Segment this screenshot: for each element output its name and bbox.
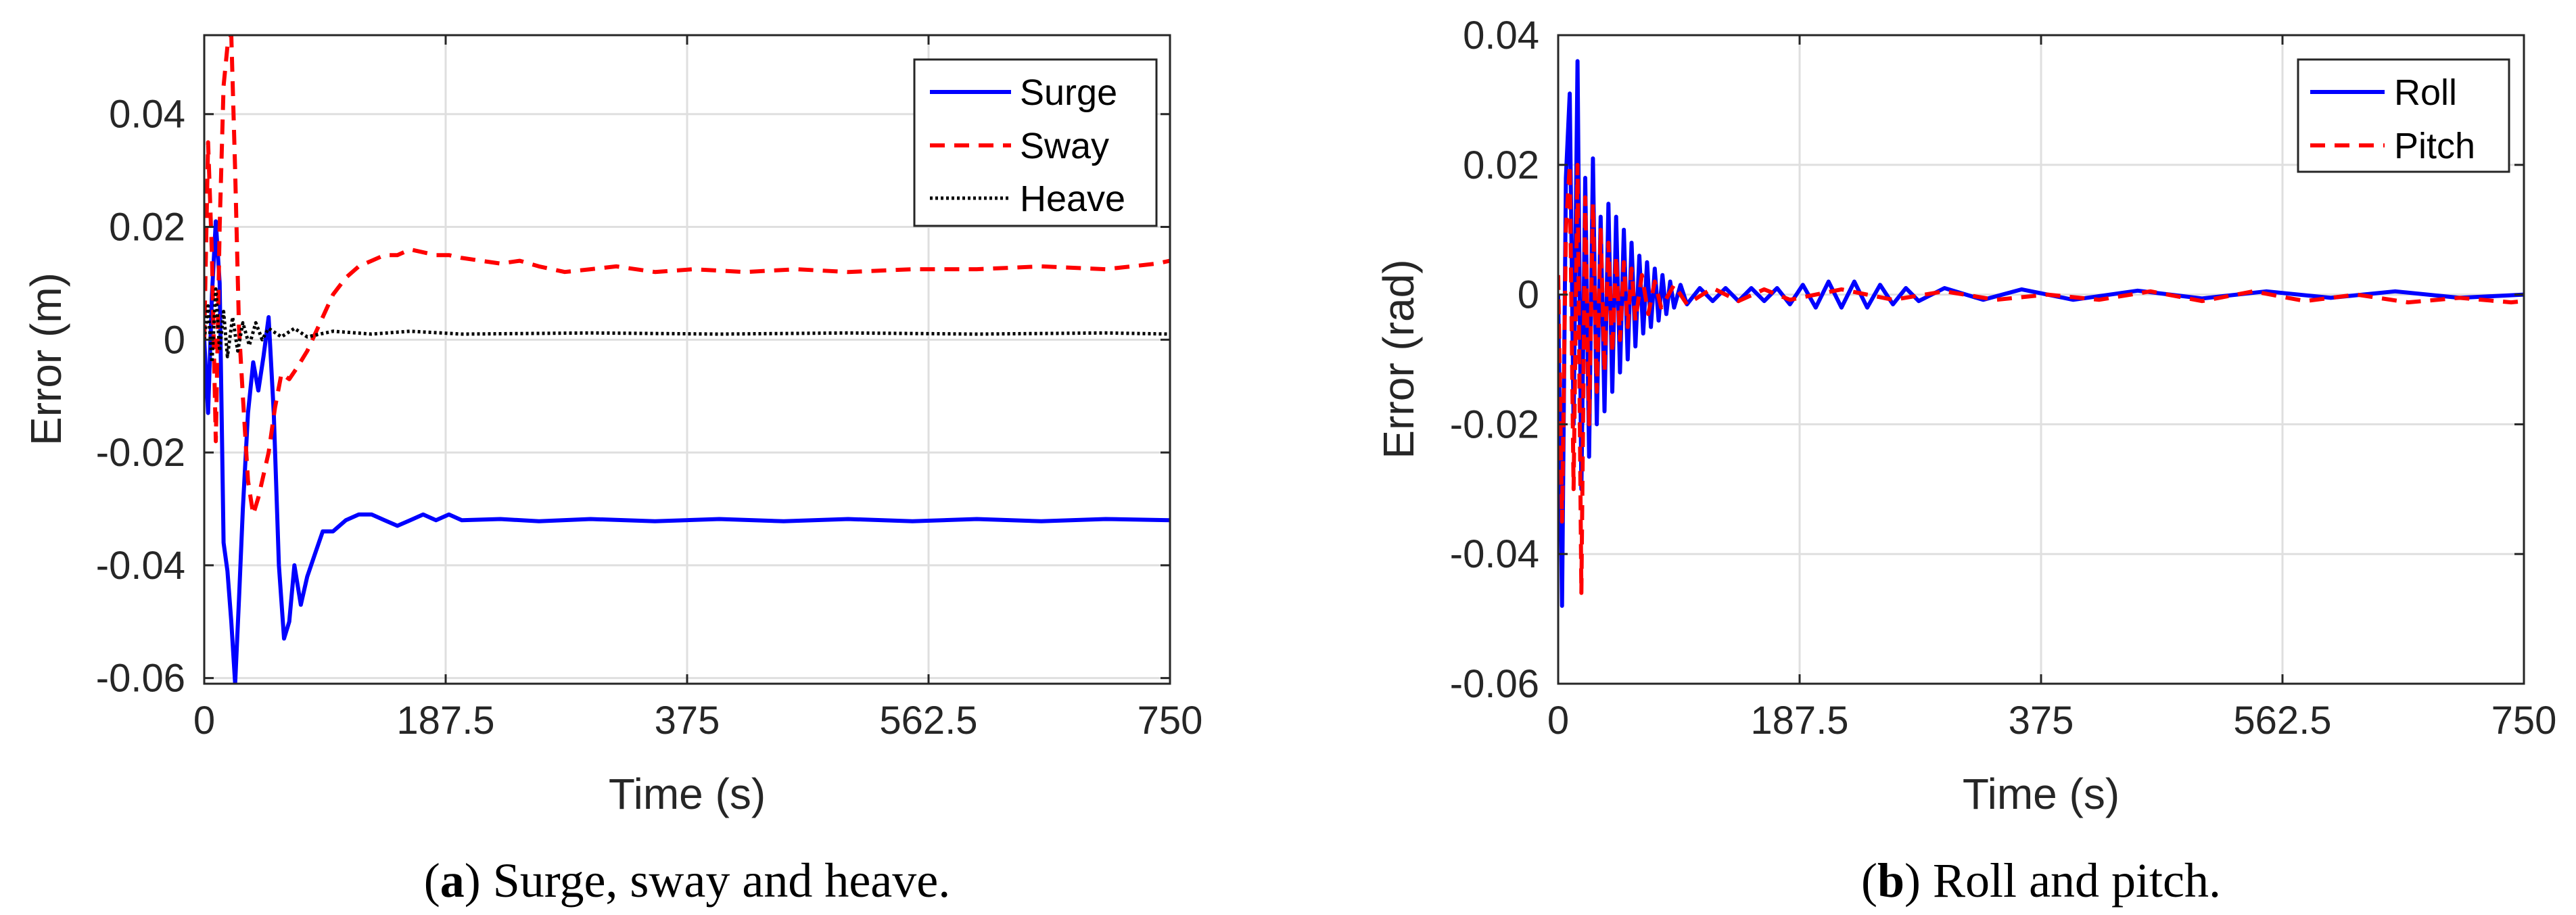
panel-b-x-tick-label-2: 375 bbox=[2009, 699, 2074, 743]
legend-label-pitch: Pitch bbox=[2394, 126, 2475, 166]
panel-a-y-tick-label-1: -0.04 bbox=[96, 544, 185, 588]
panel-a-surge-sway-heave: 0 187.5 375 562.5 750 -0.06 -0.04 -0.02 0 0.02 0.… bbox=[22, 34, 1203, 908]
panel-a-x-tick-label-0: 0 bbox=[193, 699, 215, 743]
panel-b-y-tick-label-3: 0 bbox=[1518, 273, 1539, 317]
panel-b-series-pitch bbox=[1558, 162, 2524, 595]
panel-b-y-tick-label-2: -0.02 bbox=[1450, 402, 1539, 446]
panel-a-y-tick-label-2: -0.02 bbox=[96, 431, 185, 475]
panel-b-x-tick-label-3: 562.5 bbox=[2233, 699, 2331, 743]
panel-a-legend-box bbox=[913, 58, 1158, 227]
panel-b-x-tick-label-1: 187.5 bbox=[1750, 699, 1848, 743]
panel-a-ticks bbox=[203, 35, 1171, 684]
panel-a-x-tick-label-3: 562.5 bbox=[879, 699, 977, 743]
panel-a-series-sway bbox=[204, 35, 1170, 517]
panel-a-x-tick-label-2: 375 bbox=[655, 699, 720, 743]
panel-b-x-tick-labels: 0 187.5 375 562.5 750 bbox=[1547, 699, 2557, 743]
panel-b-caption-text: Roll and pitch. bbox=[1921, 853, 2221, 908]
panel-b-caption: (b) Roll and pitch. bbox=[1861, 853, 2221, 908]
panel-a-series-heave bbox=[204, 287, 1170, 365]
panel-b-series-layer bbox=[1558, 59, 2524, 608]
panel-a-x-tick-label-1: 187.5 bbox=[396, 699, 494, 743]
legend-label-surge: Surge bbox=[1020, 72, 1117, 113]
panel-b-y-tick-label-0: -0.06 bbox=[1450, 662, 1539, 706]
panel-b-legend-box bbox=[2297, 58, 2510, 173]
panel-a-series-surge bbox=[204, 219, 1170, 684]
legend-label-heave: Heave bbox=[1020, 179, 1125, 219]
panel-a-series-layer bbox=[204, 35, 1170, 684]
panel-b-x-tick-label-0: 0 bbox=[1547, 699, 1569, 743]
panel-a-y-axis-label: Error (m) bbox=[22, 273, 70, 446]
panel-a-x-axis-label: Time (s) bbox=[609, 770, 766, 818]
panel-b-y-tick-label-1: -0.04 bbox=[1450, 532, 1539, 576]
panel-a-y-tick-label-5: 0.04 bbox=[109, 93, 185, 137]
panel-a-legend: Surge Sway Heave bbox=[913, 58, 1158, 227]
panel-a-y-tick-label-4: 0.02 bbox=[109, 206, 185, 250]
panel-b-x-tick-label-4: 750 bbox=[2491, 699, 2557, 743]
panel-b-caption-tag: b bbox=[1877, 853, 1904, 908]
panel-a-caption-tag: a bbox=[440, 853, 465, 908]
panel-b-ticks bbox=[1557, 34, 2525, 685]
legend-label-sway: Sway bbox=[1020, 126, 1109, 166]
panel-a-y-tick-label-0: -0.06 bbox=[96, 657, 185, 701]
panel-b-roll-pitch: 0 187.5 375 562.5 750 -0.06 -0.04 -0.02 0 0.02 0.… bbox=[1374, 14, 2556, 908]
panel-b-y-tick-label-5: 0.04 bbox=[1463, 14, 1539, 57]
panel-a-x-tick-label-4: 750 bbox=[1138, 699, 1203, 743]
panel-a-caption-text: Surge, sway and heave. bbox=[481, 853, 950, 908]
legend-label-roll: Roll bbox=[2394, 72, 2457, 113]
panel-b-y-axis-label: Error (rad) bbox=[1374, 259, 1423, 459]
panel-a-y-tick-labels: -0.06 -0.04 -0.02 0 0.02 0.04 bbox=[96, 93, 185, 701]
panel-b-y-tick-label-4: 0.02 bbox=[1463, 143, 1539, 187]
panel-b-x-axis-label: Time (s) bbox=[1963, 770, 2120, 818]
panel-a-caption: (a) Surge, sway and heave. bbox=[424, 853, 950, 908]
panel-a-y-tick-label-3: 0 bbox=[164, 318, 185, 362]
panel-b-y-tick-labels: -0.06 -0.04 -0.02 0 0.02 0.04 bbox=[1450, 14, 1539, 706]
panel-b-legend: Roll Pitch bbox=[2297, 58, 2510, 173]
panel-a-x-tick-labels: 0 187.5 375 562.5 750 bbox=[193, 699, 1203, 743]
